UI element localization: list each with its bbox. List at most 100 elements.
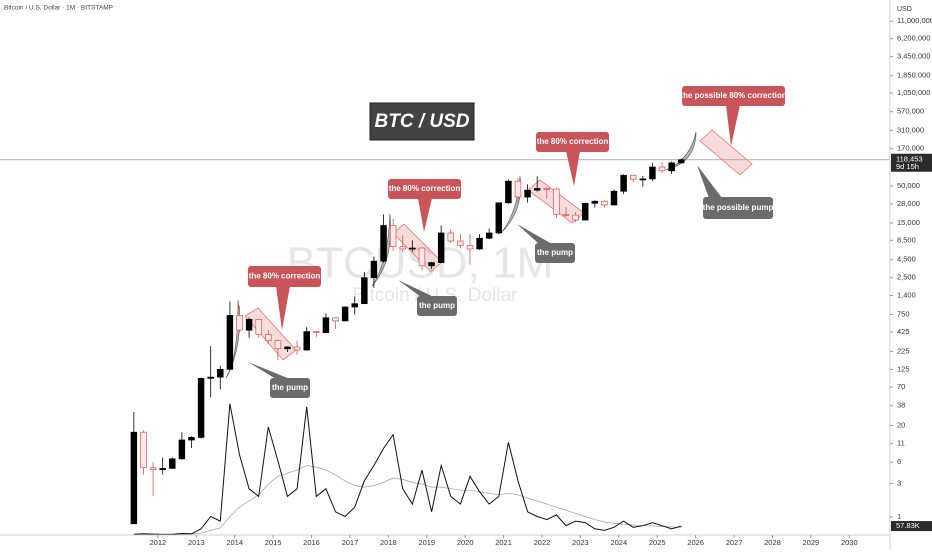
x-tick-label: 2027	[726, 538, 743, 547]
candle-body	[245, 319, 253, 331]
y-tick-label: 2,500	[897, 273, 916, 282]
candle-body	[236, 315, 243, 331]
callout-text: the pump	[537, 248, 573, 257]
candle-body	[591, 200, 599, 204]
candle-body	[572, 214, 579, 221]
candle-body	[188, 437, 195, 441]
watermark-subtitle: Bitcoin / U.S. Dollar	[353, 285, 518, 306]
y-tick-label: 425	[897, 327, 910, 336]
candle-body	[678, 159, 685, 164]
indicator-ma-line	[133, 465, 682, 536]
candle-body	[524, 189, 531, 198]
callout-pointer	[276, 286, 290, 330]
candle-body	[505, 180, 512, 204]
candle-body	[409, 247, 416, 250]
indicator-value-label: 57.83K	[896, 521, 920, 530]
callout-text: the pump	[272, 383, 308, 392]
y-tick-label: 3	[897, 478, 901, 487]
y-tick-label: 38	[897, 401, 905, 410]
callout-pointer	[418, 198, 432, 232]
y-tick-label: 28,000	[897, 199, 920, 208]
callout-text: the pump	[419, 301, 455, 310]
x-tick-label: 2028	[764, 538, 781, 547]
x-tick-label: 2016	[303, 538, 320, 547]
callout-text: the possible 80% correction	[680, 91, 786, 100]
candle-body	[207, 376, 214, 379]
y-tick-label: 570,000	[897, 107, 924, 116]
callout-text: the 80% correction	[249, 272, 321, 281]
candles-layer	[130, 158, 685, 525]
candle-body	[437, 232, 445, 263]
candle-body	[610, 190, 618, 206]
y-tick-label: 6,200,000	[897, 34, 930, 43]
candle-body	[389, 225, 397, 248]
y-tick-label: 50,000	[897, 181, 920, 190]
x-tick-label: 2012	[150, 538, 167, 547]
y-tick-label: 1	[897, 512, 901, 521]
candle-body	[361, 277, 368, 305]
y-tick-label: 3,450,000	[897, 52, 930, 61]
currency-label: USD	[897, 6, 912, 13]
y-tick-label: 125	[897, 364, 910, 373]
x-tick-label: 2022	[534, 538, 551, 547]
candle-body	[399, 246, 406, 250]
callout-box	[388, 179, 461, 199]
x-tick-label: 2015	[265, 538, 282, 547]
candle-body	[543, 188, 551, 190]
callout-box	[535, 243, 575, 263]
candle-body	[313, 331, 320, 334]
candle-body	[178, 439, 186, 460]
candle-body	[553, 188, 560, 215]
y-tick-label: 15,000	[897, 218, 920, 227]
candle-body	[649, 166, 656, 180]
y-tick-label: 1,850,000	[897, 71, 930, 80]
candle-body	[466, 245, 474, 250]
x-tick-label: 2023	[572, 538, 589, 547]
candle-body	[149, 467, 157, 471]
x-tick-label: 2017	[342, 538, 359, 547]
candle-body	[293, 346, 301, 351]
candle-body	[562, 213, 570, 216]
callout-box	[703, 197, 773, 219]
candle-body	[447, 232, 454, 242]
candle-body	[668, 162, 675, 172]
candle-body	[284, 346, 291, 350]
candle-body	[226, 315, 234, 370]
candle-body	[457, 240, 464, 246]
candle-body	[140, 431, 147, 469]
callout-text: the 80% correction	[537, 137, 609, 146]
y-tick-label: 750	[897, 310, 910, 319]
candle-body	[581, 202, 589, 221]
candle-body	[428, 262, 435, 267]
candle-body	[169, 458, 176, 469]
candle-body	[197, 378, 205, 438]
x-tick-label: 2019	[418, 538, 435, 547]
x-tick-label: 2018	[380, 538, 397, 547]
candle-body	[159, 468, 166, 471]
x-tick-label: 2026	[687, 538, 704, 547]
callout-box	[536, 132, 609, 152]
candle-body	[514, 180, 522, 198]
possible-correction-channel	[699, 129, 753, 176]
candle-body	[639, 178, 647, 181]
callout-pointer	[517, 224, 552, 244]
indicator-line	[133, 403, 682, 535]
last-price-label: 118,453	[896, 155, 923, 164]
candle-body	[217, 368, 224, 378]
candle-body	[322, 317, 330, 334]
x-tick-label: 2029	[803, 538, 820, 547]
candle-body	[658, 166, 666, 172]
annotation-layer: BTC / USD the 80% correction the 80% cor…	[248, 86, 787, 398]
x-tick-label: 2013	[188, 538, 205, 547]
price-axis-bg	[890, 0, 932, 550]
candle-body	[265, 334, 272, 341]
callout-box	[682, 86, 785, 106]
candle-body	[495, 202, 503, 234]
callout-box	[417, 296, 457, 316]
callout-box	[270, 378, 310, 398]
candle-body	[533, 188, 541, 191]
callout-pointer	[566, 151, 580, 186]
candle-body	[274, 340, 282, 350]
